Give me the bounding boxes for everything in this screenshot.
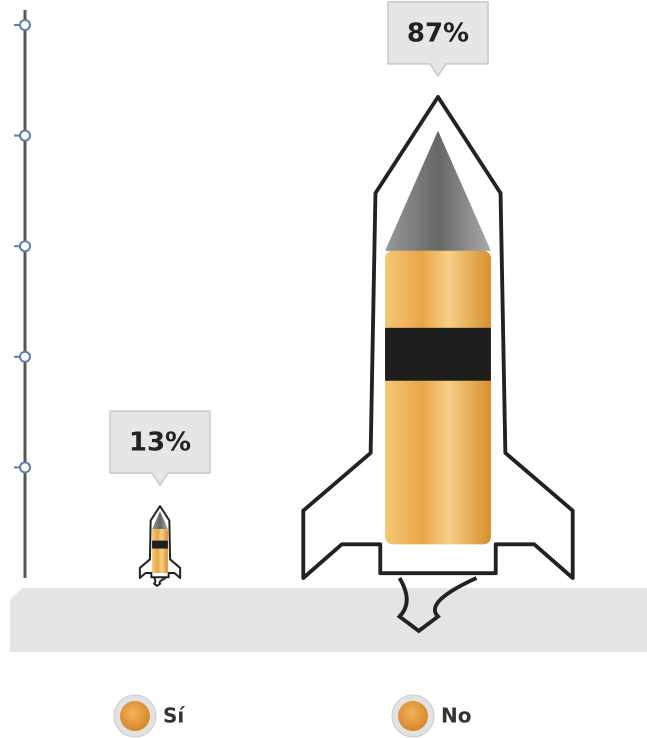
y-tick	[20, 131, 30, 141]
rocket-flame	[154, 578, 166, 586]
rocket-band	[152, 541, 168, 549]
y-tick	[20, 20, 30, 30]
rocket-body	[385, 251, 491, 544]
y-tick	[20, 352, 30, 362]
legend-label: No	[441, 704, 471, 728]
chart: 13% Sí 87% No	[0, 0, 647, 738]
value-label: 13%	[129, 428, 191, 458]
rocket	[140, 506, 180, 586]
legend-marker-dot	[398, 701, 428, 731]
value-label: 87%	[407, 18, 469, 48]
legend-label: Sí	[163, 704, 185, 728]
y-tick	[20, 462, 30, 472]
floor	[10, 588, 647, 652]
y-tick	[20, 241, 30, 251]
rocket	[303, 97, 572, 631]
rocket-band	[385, 328, 491, 381]
rocket-body	[152, 529, 168, 573]
legend-marker-dot	[120, 701, 150, 731]
